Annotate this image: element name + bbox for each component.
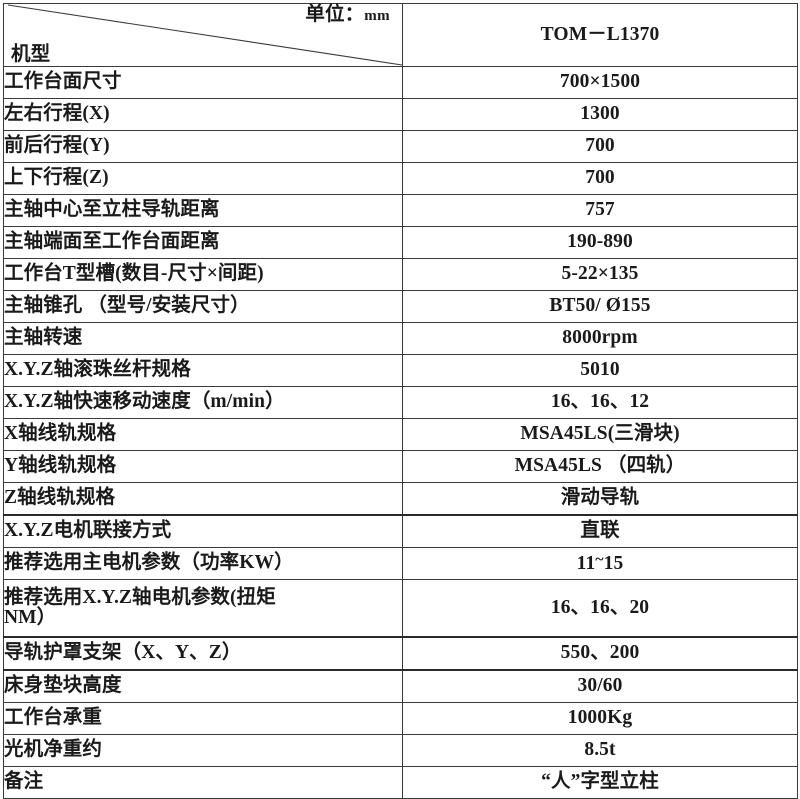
row-value: 5010: [402, 354, 798, 387]
row-value: 30/60: [402, 669, 798, 703]
table-row: 左右行程(X) 1300: [3, 98, 798, 131]
row-label: 推荐选用X.Y.Z轴电机参数(扭矩 NM）: [3, 579, 403, 638]
row-label: 推荐选用主电机参数（功率KW）: [3, 547, 403, 580]
table-row: 前后行程(Y) 700: [3, 130, 798, 163]
row-value: “人”字型立柱: [402, 766, 798, 799]
table-row: 推荐选用主电机参数（功率KW） 11~15: [3, 547, 798, 580]
table-row: 主轴中心至立柱导轨距离 757: [3, 194, 798, 227]
row-value: BT50/ Ø155: [402, 290, 798, 323]
table-row: 工作台面尺寸 700×1500: [3, 66, 798, 99]
power-max: 15: [603, 553, 624, 575]
table-row: 光机净重约 8.5t: [3, 734, 798, 767]
table-row: 床身垫块高度 30/60: [3, 669, 798, 703]
row-label: 主轴端面至工作台面距离: [3, 226, 403, 259]
row-label: 前后行程(Y): [3, 130, 403, 163]
row-value: 550、200: [402, 636, 798, 671]
row-label: 导轨护罩支架（X、Y、Z）: [3, 636, 403, 671]
row-label: 左右行程(X): [3, 98, 403, 131]
row-value: 直联: [402, 514, 798, 548]
row-label-line1: 推荐选用X.Y.Z轴电机参数(扭矩: [4, 586, 276, 608]
row-label: 主轴中心至立柱导轨距离: [3, 194, 403, 227]
row-label: X.Y.Z轴滚珠丝杆规格: [3, 354, 403, 387]
row-label: 主轴锥孔 （型号/安装尺寸）: [3, 290, 403, 323]
row-value: MSA45LS （四轨）: [402, 450, 798, 483]
row-label: Z轴线轨规格: [3, 482, 403, 516]
row-label: 工作台面尺寸: [3, 66, 403, 99]
table-row: 备注 “人”字型立柱: [3, 766, 798, 799]
row-value: 700: [402, 130, 798, 163]
row-label: 主轴转速: [3, 322, 403, 355]
row-value: 11~15: [402, 547, 798, 580]
unit-label: 单位：mm: [305, 4, 390, 25]
power-min: 11: [576, 553, 596, 575]
row-label: 工作台承重: [3, 702, 403, 735]
unit-value-text: mm: [364, 8, 390, 24]
row-label: 光机净重约: [3, 734, 403, 767]
row-value: 16、16、12: [402, 386, 798, 419]
table-row: 导轨护罩支架（X、Y、Z） 550、200: [3, 636, 798, 671]
table-row: X.Y.Z电机联接方式 直联: [3, 514, 798, 548]
table-row: 工作台承重 1000Kg: [3, 702, 798, 735]
row-value: 1000Kg: [402, 702, 798, 735]
row-value: 8.5t: [402, 734, 798, 767]
row-value: 700: [402, 162, 798, 195]
table-row: X.Y.Z轴快速移动速度（m/min） 16、16、12: [3, 386, 798, 419]
table-row: 上下行程(Z) 700: [3, 162, 798, 195]
row-label-line2: NM）: [4, 607, 57, 628]
row-label: 床身垫块高度: [3, 669, 403, 703]
table-row: Y轴线轨规格 MSA45LS （四轨）: [3, 450, 798, 483]
row-value: 8000rpm: [402, 322, 798, 355]
table-header-row: 单位：mm 机型 TOM－L1370: [3, 3, 798, 67]
row-label: X.Y.Z轴快速移动速度（m/min）: [3, 386, 403, 419]
range-tilde: ~: [595, 551, 604, 569]
table-row: 推荐选用X.Y.Z轴电机参数(扭矩 NM） 16、16、20: [3, 579, 798, 638]
row-label: Y轴线轨规格: [3, 450, 403, 483]
table-row: 工作台T型槽(数目-尺寸×间距) 5-22×135: [3, 258, 798, 291]
row-value: 1300: [402, 98, 798, 131]
row-label: 上下行程(Z): [3, 162, 403, 195]
table-row: X.Y.Z轴滚珠丝杆规格 5010: [3, 354, 798, 387]
specification-table: 单位：mm 机型 TOM－L1370 工作台面尺寸 700×1500 左右行程(…: [3, 3, 798, 799]
table-row: 主轴转速 8000rpm: [3, 322, 798, 355]
unit-label-text: 单位：: [305, 4, 365, 25]
row-value: 190-890: [402, 226, 798, 259]
row-label: 工作台T型槽(数目-尺寸×间距): [3, 258, 403, 291]
row-label: 备注: [3, 766, 403, 799]
row-value: 757: [402, 194, 798, 227]
model-value-cell: TOM－L1370: [402, 3, 798, 67]
row-label: X轴线轨规格: [3, 418, 403, 451]
header-split-cell: 单位：mm 机型: [3, 3, 403, 67]
row-label: X.Y.Z电机联接方式: [3, 514, 403, 548]
row-value: 5-22×135: [402, 258, 798, 291]
row-value: 16、16、20: [402, 579, 798, 638]
model-label: 机型: [11, 43, 51, 65]
row-value: 滑动导轨: [402, 482, 798, 516]
row-value: 700×1500: [402, 66, 798, 99]
row-value: MSA45LS(三滑块): [402, 418, 798, 451]
table-row: 主轴端面至工作台面距离 190-890: [3, 226, 798, 259]
table-row: 主轴锥孔 （型号/安装尺寸） BT50/ Ø155: [3, 290, 798, 323]
table-row: Z轴线轨规格 滑动导轨: [3, 482, 798, 516]
specification-document: 单位：mm 机型 TOM－L1370 工作台面尺寸 700×1500 左右行程(…: [0, 3, 800, 799]
table-row: X轴线轨规格 MSA45LS(三滑块): [3, 418, 798, 451]
